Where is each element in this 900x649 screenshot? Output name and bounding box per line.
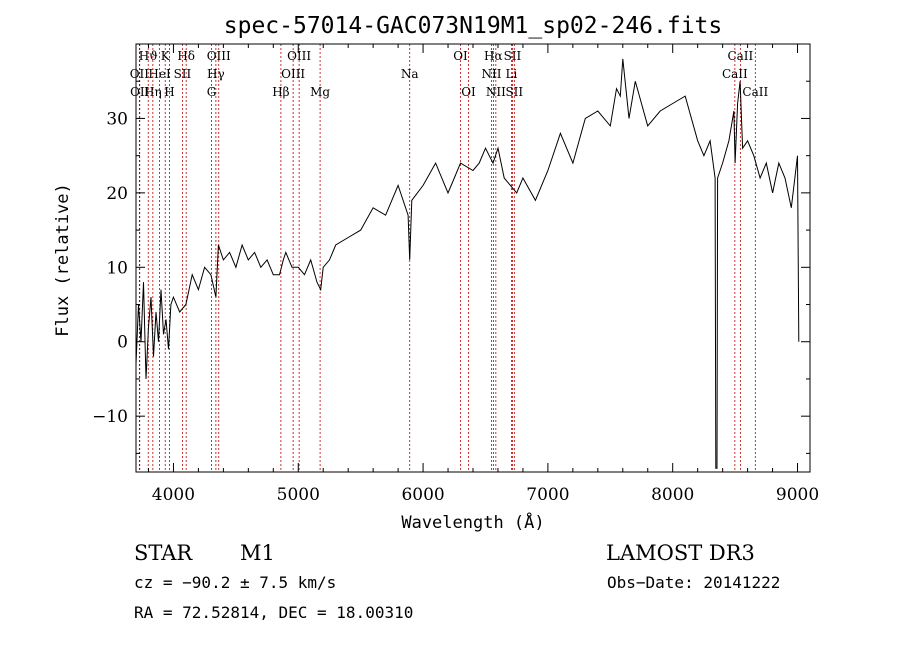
spectral-line-label: OIII [287, 49, 311, 63]
spectral-line-label: OI [453, 49, 468, 63]
spectral-line-label: OIII [281, 67, 305, 81]
x-axis: 4000 5000 6000 7000 8000 9000 [147, 44, 819, 505]
x-tick-label: 6000 [401, 485, 444, 505]
spectral-line-label: OII [130, 67, 150, 81]
y-tick-label: 30 [106, 109, 128, 129]
x-tick-label: 7000 [526, 485, 569, 505]
x-tick-label: 8000 [651, 485, 694, 505]
spectral-line-label: Hβ [272, 85, 289, 99]
x-tick-label: 5000 [277, 485, 320, 505]
spectral-line-label: Mg [310, 85, 330, 99]
y-tick-label: 20 [106, 184, 128, 204]
spectral-line-label: OIII [207, 49, 231, 63]
spectral-line-label: CaII [742, 85, 768, 99]
spectral-line-label: CaII [722, 67, 748, 81]
y-tick-label: −10 [92, 407, 128, 427]
spectral-line-label: OI [461, 85, 476, 99]
y-axis-label: Flux (relative) [53, 183, 73, 337]
spectral-line-label: Hα [484, 49, 503, 63]
spectral-line-label: H [164, 85, 174, 99]
x-tick-label: 4000 [152, 485, 195, 505]
spectral-line-label: SII [505, 85, 523, 99]
chart-title: spec-57014-GAC073N19M1_sp02-246.fits [224, 13, 723, 39]
spectral-line-label: Hϑ [139, 49, 158, 63]
spectral-line-label: CaII [727, 49, 753, 63]
spectral-line-label: NII [486, 85, 506, 99]
object-class: STAR [134, 541, 193, 565]
spectral-line-label: SII [174, 67, 192, 81]
y-tick-label: 0 [117, 333, 128, 353]
spectral-line-label: NII [481, 67, 501, 81]
spectral-line-markers [138, 44, 756, 472]
spectral-line-label: G [207, 85, 217, 99]
obs-date: Obs−Date: 20141222 [607, 573, 780, 592]
plot-frame [135, 43, 811, 473]
spectral-line-label: Hγ [207, 67, 225, 81]
survey-name: LAMOST DR3 [606, 541, 755, 565]
redshift-cz: cz = −90.2 ± 7.5 km/s [134, 573, 336, 592]
spectral-line-label: OII [130, 85, 150, 99]
y-tick-label: 10 [106, 258, 128, 278]
spectral-line-label: K [161, 49, 171, 63]
spectrum-line [135, 58, 800, 469]
spectral-line-label: Hη [144, 85, 162, 99]
spectral-line-label: Na [401, 67, 419, 81]
spectral-line-label: SII [504, 49, 522, 63]
spectral-line-label: Li [506, 67, 518, 81]
spectral-line-label: Hδ [177, 49, 195, 63]
coordinates: RA = 72.52814, DEC = 18.00310 [134, 603, 413, 622]
x-tick-label: 9000 [776, 485, 819, 505]
y-axis: −10 0 10 20 30 [92, 80, 810, 454]
x-axis-label: Wavelength (Å) [401, 511, 544, 533]
spectral-line-label: HeI [148, 67, 171, 81]
object-subclass: M1 [240, 541, 275, 565]
